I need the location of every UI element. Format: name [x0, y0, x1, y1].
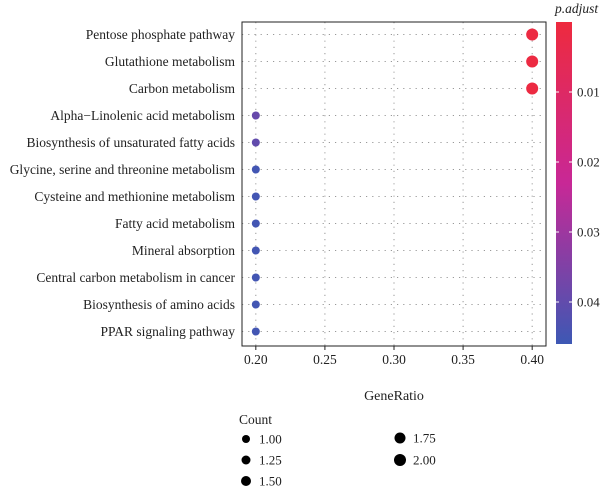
color-bar-tick-label: 0.03 [577, 225, 600, 240]
category-label: Carbon metabolism [129, 81, 236, 96]
grid-lines [242, 22, 546, 346]
color-legend: p.adjust 0.01 0.02 0.03 0.04 [554, 1, 600, 344]
category-label: Central carbon metabolism in cancer [36, 270, 235, 285]
category-label: Glycine, serine and threonine metabolism [10, 162, 236, 177]
data-point [251, 327, 260, 336]
data-point [251, 111, 260, 120]
data-point [251, 192, 260, 201]
category-label: Pentose phosphate pathway [86, 27, 235, 42]
size-legend-dot [241, 455, 251, 465]
category-label: Alpha−Linolenic acid metabolism [50, 108, 235, 123]
size-legend-label: 1.25 [259, 453, 282, 468]
data-points [251, 28, 539, 336]
x-tick-label: 0.25 [313, 352, 337, 367]
category-label: Cysteine and methionine metabolism [34, 189, 235, 204]
color-bar-tick-label: 0.04 [577, 295, 600, 310]
size-legend-dot [394, 432, 406, 444]
color-bar [556, 22, 572, 344]
category-labels: Pentose phosphate pathway Glutathione met… [10, 27, 236, 339]
color-bar-tick-label: 0.01 [577, 85, 600, 100]
data-point [526, 55, 539, 68]
color-legend-title: p.adjust [554, 1, 599, 16]
category-label: Mineral absorption [132, 243, 235, 258]
data-point [526, 82, 539, 95]
data-point [526, 28, 539, 41]
x-tick-label: 0.40 [520, 352, 544, 367]
size-legend-dot [241, 476, 251, 486]
data-point [251, 219, 260, 228]
category-label: Biosynthesis of unsaturated fatty acids [27, 135, 235, 150]
size-legend-label: 2.00 [413, 453, 436, 468]
category-label: Biosynthesis of amino acids [83, 297, 235, 312]
data-point [251, 273, 260, 282]
size-legend-label: 1.75 [413, 431, 436, 446]
data-point [251, 165, 260, 174]
size-legend-title: Count [239, 412, 272, 427]
x-axis-label: GeneRatio [364, 389, 424, 404]
data-point [251, 300, 260, 309]
data-point [251, 138, 260, 147]
x-axis: 0.20 0.25 0.30 0.35 0.40 [244, 346, 544, 367]
x-tick-label: 0.20 [244, 352, 268, 367]
size-legend-label: 1.50 [259, 474, 282, 488]
data-point [251, 246, 260, 255]
size-legend-dot [394, 454, 406, 466]
color-bar-tick-label: 0.02 [577, 155, 600, 170]
size-legend-label: 1.00 [259, 432, 282, 447]
x-tick-label: 0.35 [451, 352, 475, 367]
category-label: PPAR signaling pathway [100, 324, 235, 339]
category-label: Fatty acid metabolism [115, 216, 235, 231]
category-label: Glutathione metabolism [105, 54, 236, 69]
size-legend-dot [242, 435, 250, 443]
x-tick-label: 0.30 [382, 352, 406, 367]
size-legend: Count 1.00 1.25 1.50 1.75 2.00 [239, 412, 436, 488]
